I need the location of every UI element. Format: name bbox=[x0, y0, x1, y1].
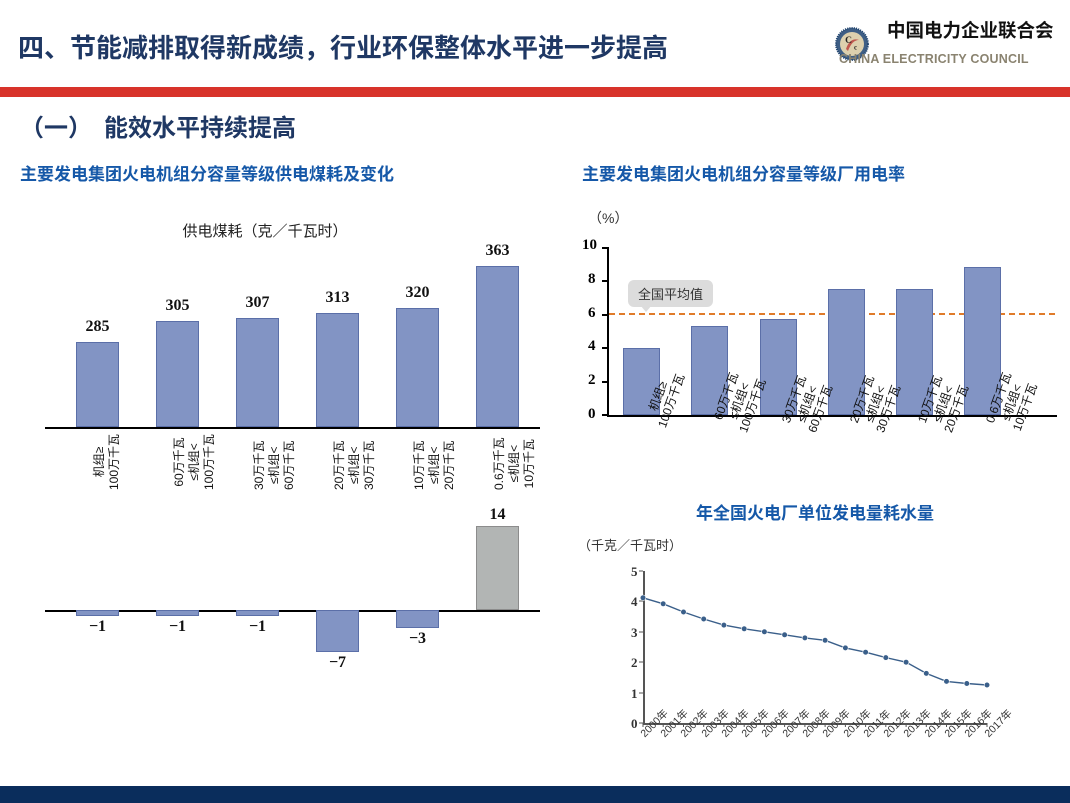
svg-text:4: 4 bbox=[631, 594, 638, 609]
svg-text:2: 2 bbox=[631, 655, 638, 670]
svg-text:3: 3 bbox=[631, 625, 638, 640]
svg-text:C: C bbox=[845, 36, 852, 46]
svg-text:5: 5 bbox=[631, 564, 638, 579]
svg-text:c: c bbox=[854, 45, 857, 52]
svg-text:1: 1 bbox=[631, 686, 638, 701]
